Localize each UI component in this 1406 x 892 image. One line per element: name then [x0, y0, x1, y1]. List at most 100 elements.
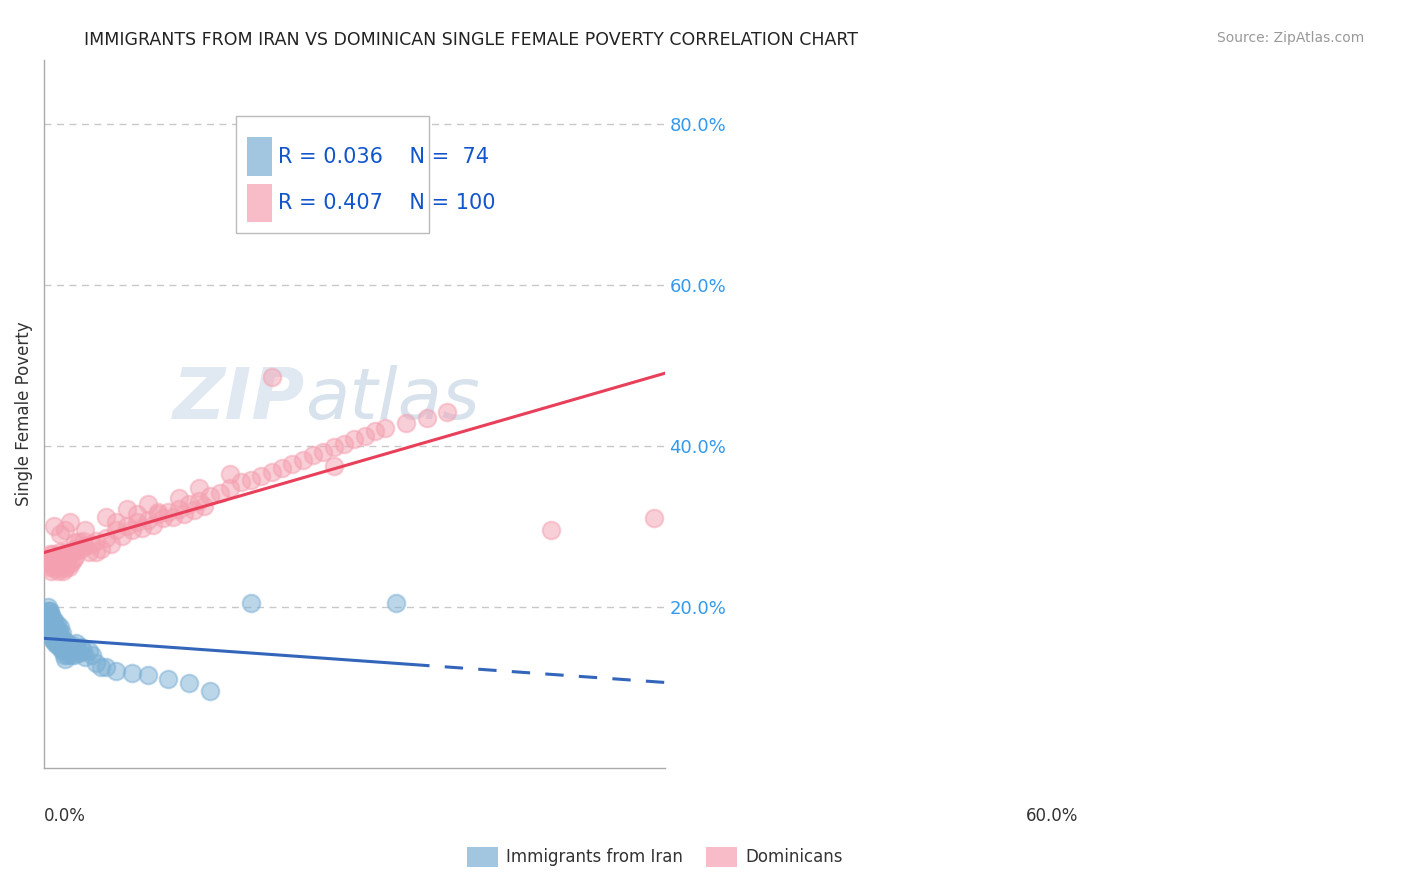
- Point: [37, 612, 59, 626]
- Point: [39, 604, 62, 618]
- Point: [41, 622, 63, 636]
- Point: [75, 540, 97, 554]
- Point: [183, 503, 205, 517]
- Point: [84, 545, 107, 559]
- Point: [302, 449, 325, 463]
- Point: [51, 551, 73, 566]
- Point: [56, 636, 79, 650]
- Point: [35, 607, 58, 622]
- Point: [66, 641, 89, 656]
- Point: [152, 511, 174, 525]
- Point: [229, 475, 252, 489]
- Point: [70, 640, 93, 654]
- Point: [416, 410, 439, 425]
- Point: [56, 558, 79, 572]
- Point: [271, 461, 294, 475]
- Point: [353, 429, 375, 443]
- Point: [44, 561, 66, 575]
- Point: [146, 505, 169, 519]
- Point: [208, 485, 231, 500]
- Point: [37, 615, 59, 630]
- Point: [198, 684, 221, 698]
- Point: [59, 548, 82, 562]
- Text: ZIP: ZIP: [173, 365, 305, 434]
- Y-axis label: Single Female Poverty: Single Female Poverty: [15, 321, 32, 506]
- Point: [96, 660, 118, 674]
- Point: [111, 529, 134, 543]
- Point: [67, 535, 90, 549]
- Point: [41, 607, 63, 622]
- Point: [44, 558, 66, 572]
- Point: [59, 556, 82, 570]
- Point: [41, 620, 63, 634]
- Point: [39, 615, 62, 630]
- Point: [96, 509, 118, 524]
- Point: [41, 564, 63, 578]
- Text: 60.0%: 60.0%: [1026, 806, 1078, 824]
- Point: [37, 556, 59, 570]
- Point: [84, 656, 107, 670]
- Point: [48, 620, 70, 634]
- Text: atlas: atlas: [305, 365, 479, 434]
- Point: [136, 497, 159, 511]
- Point: [44, 519, 66, 533]
- Point: [63, 644, 86, 658]
- Point: [250, 469, 273, 483]
- Point: [48, 631, 70, 645]
- Point: [53, 524, 76, 538]
- Point: [60, 639, 83, 653]
- Point: [46, 564, 69, 578]
- Point: [44, 614, 66, 628]
- Point: [49, 558, 72, 572]
- Point: [37, 604, 59, 618]
- Point: [52, 632, 75, 646]
- Point: [121, 524, 143, 538]
- Point: [51, 625, 73, 640]
- Point: [167, 491, 190, 505]
- Point: [63, 541, 86, 556]
- Point: [48, 625, 70, 640]
- Point: [121, 665, 143, 680]
- Point: [90, 660, 112, 674]
- Text: 0.0%: 0.0%: [44, 806, 86, 824]
- Point: [39, 624, 62, 638]
- Point: [65, 636, 87, 650]
- Point: [44, 624, 66, 638]
- Point: [260, 465, 283, 479]
- Point: [142, 517, 165, 532]
- Point: [49, 641, 72, 656]
- Text: R = 0.036    N =  74: R = 0.036 N = 74: [278, 146, 489, 167]
- Point: [58, 639, 80, 653]
- Point: [67, 647, 90, 661]
- Point: [219, 467, 242, 481]
- Point: [42, 548, 65, 562]
- Point: [44, 636, 66, 650]
- Point: [193, 499, 215, 513]
- Point: [51, 636, 73, 650]
- Point: [41, 628, 63, 642]
- Point: [37, 551, 59, 566]
- Point: [173, 507, 195, 521]
- Point: [48, 527, 70, 541]
- Point: [70, 541, 93, 556]
- Point: [77, 644, 100, 658]
- Point: [52, 564, 75, 578]
- Point: [55, 641, 77, 656]
- Point: [219, 481, 242, 495]
- Point: [136, 668, 159, 682]
- Point: [643, 511, 665, 525]
- Text: IMMIGRANTS FROM IRAN VS DOMINICAN SINGLE FEMALE POVERTY CORRELATION CHART: IMMIGRANTS FROM IRAN VS DOMINICAN SINGLE…: [84, 31, 858, 49]
- Point: [322, 441, 344, 455]
- Point: [136, 513, 159, 527]
- Text: Dominicans: Dominicans: [745, 848, 842, 866]
- Point: [60, 545, 83, 559]
- Point: [45, 551, 67, 566]
- Point: [115, 519, 138, 533]
- Point: [41, 632, 63, 646]
- Point: [115, 501, 138, 516]
- Point: [75, 649, 97, 664]
- Point: [105, 664, 128, 678]
- Point: [96, 532, 118, 546]
- Point: [384, 596, 406, 610]
- Point: [38, 612, 60, 626]
